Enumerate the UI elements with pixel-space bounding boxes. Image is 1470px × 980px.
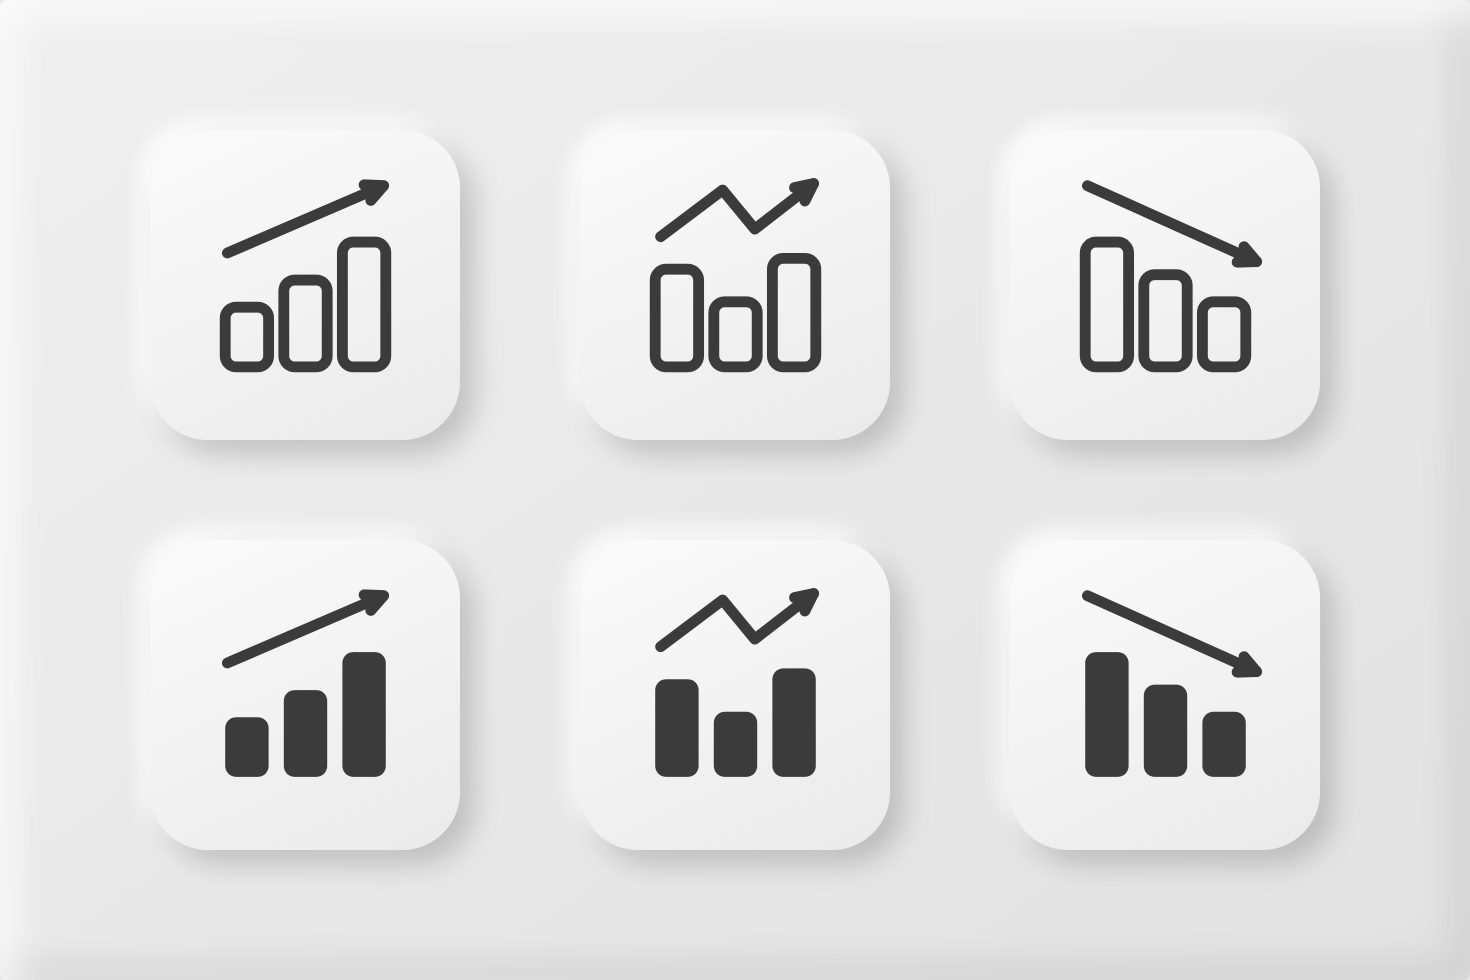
neumorphic-tile (150, 130, 460, 440)
chart-volatile-solid-icon (627, 587, 844, 804)
chart-decline-solid-icon (1057, 587, 1274, 804)
chart-decline-outline-icon (1057, 177, 1274, 394)
neumorphic-tile (1010, 130, 1320, 440)
chart-volatile-outline-icon (627, 177, 844, 394)
chart-growth-outline-icon (197, 177, 414, 394)
neumorphic-tile (580, 540, 890, 850)
neumorphic-panel (0, 0, 1470, 980)
icon-grid (150, 130, 1320, 850)
chart-growth-solid-icon (197, 587, 414, 804)
neumorphic-tile (150, 540, 460, 850)
neumorphic-tile (1010, 540, 1320, 850)
neumorphic-tile (580, 130, 890, 440)
